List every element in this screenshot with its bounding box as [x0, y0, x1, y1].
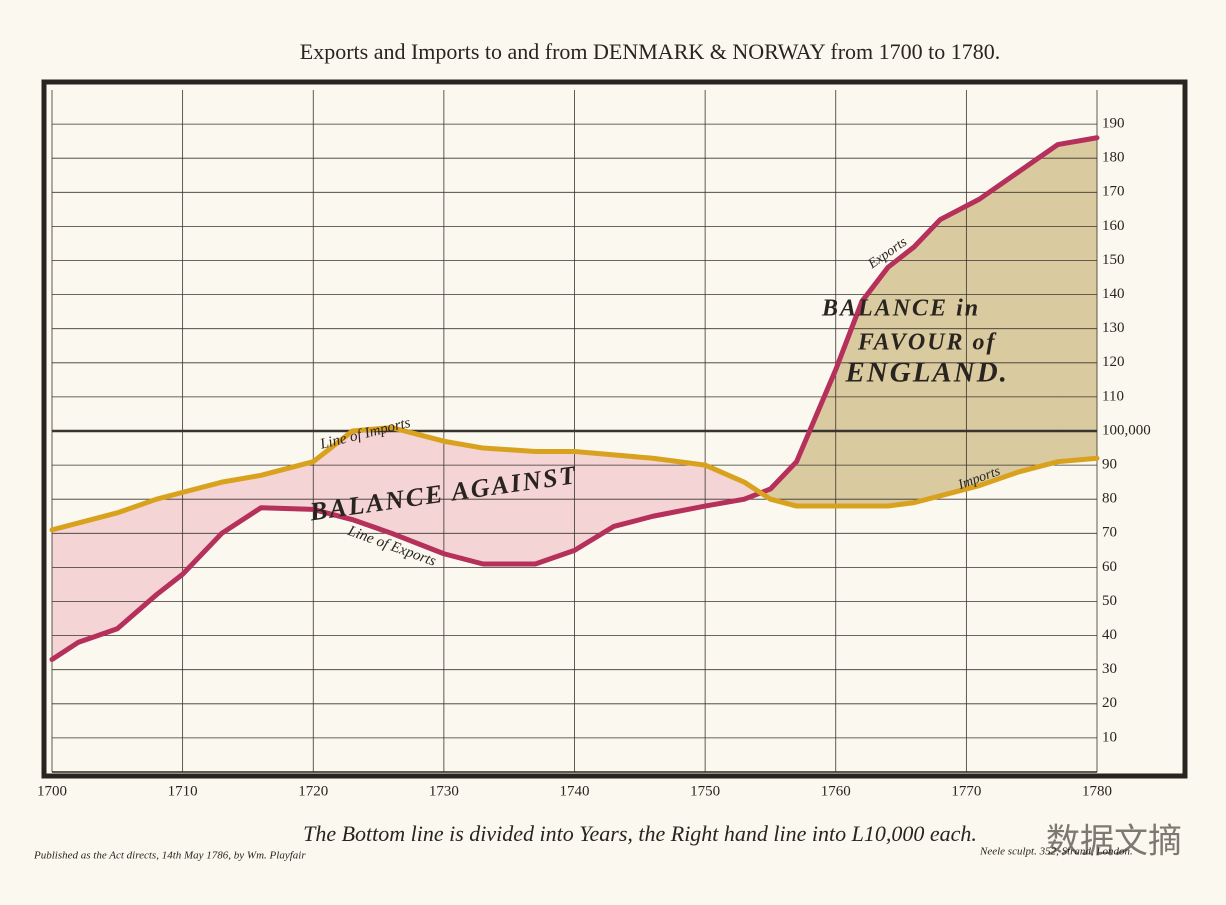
y-tick-label: 130: [1102, 320, 1125, 336]
balance-area: [221, 475, 262, 534]
balance-area: [1057, 137, 1098, 462]
y-tick-label: 70: [1102, 525, 1117, 541]
y-tick-label: 100,000: [1102, 422, 1151, 438]
y-tick-label: 30: [1102, 661, 1117, 677]
balance-area: [77, 512, 118, 643]
y-tick-label: 20: [1102, 695, 1117, 711]
x-tick-label: 1770: [951, 783, 981, 799]
balance-area: [1018, 144, 1059, 473]
data-line: [49, 135, 1100, 662]
y-tick-label: 120: [1102, 354, 1125, 370]
balance-area: [796, 369, 836, 507]
x-tick-label: 1740: [560, 783, 590, 799]
x-tick-label: 1710: [168, 783, 198, 799]
engraver: Neele sculpt. 352, Strand, London.: [979, 846, 1133, 858]
y-tick-label: 160: [1102, 218, 1125, 234]
annotation: ENGLAND.: [844, 356, 1008, 388]
y-tick-label: 40: [1102, 627, 1117, 643]
y-tick-label: 110: [1102, 388, 1124, 404]
y-tick-label: 50: [1102, 593, 1117, 609]
balance-area: [182, 481, 223, 575]
y-tick-label: 170: [1102, 184, 1125, 200]
y-tick-label: 180: [1102, 150, 1125, 166]
y-tick-label: 10: [1102, 729, 1117, 745]
x-tick-label: 1720: [298, 783, 328, 799]
y-tick-label: 60: [1102, 559, 1117, 575]
publisher: Published as the Act directs, 14th May 1…: [33, 850, 306, 862]
annotation: BALANCE in: [821, 295, 980, 321]
x-tick-label: 1750: [690, 783, 720, 799]
data-line: [49, 425, 1100, 533]
note: The Bottom line is divided into Years, t…: [303, 821, 977, 846]
chart-title: Exports and Imports to and from DENMARK …: [300, 39, 1001, 64]
x-tick-label: 1700: [37, 783, 67, 799]
balance-area: [51, 522, 79, 660]
frame: [41, 79, 1188, 779]
y-tick-label: 190: [1102, 116, 1125, 132]
y-tick-label: 150: [1102, 252, 1125, 268]
watermark: 数据文摘: [1046, 822, 1182, 862]
y-tick-label: 80: [1102, 491, 1117, 507]
annotation: FAVOUR of: [857, 330, 997, 356]
x-tick-label: 1780: [1082, 783, 1112, 799]
x-tick-label: 1760: [821, 783, 851, 799]
y-tick-label: 140: [1102, 286, 1125, 302]
y-tick-label: 90: [1102, 457, 1117, 473]
x-tick-label: 1730: [429, 783, 459, 799]
